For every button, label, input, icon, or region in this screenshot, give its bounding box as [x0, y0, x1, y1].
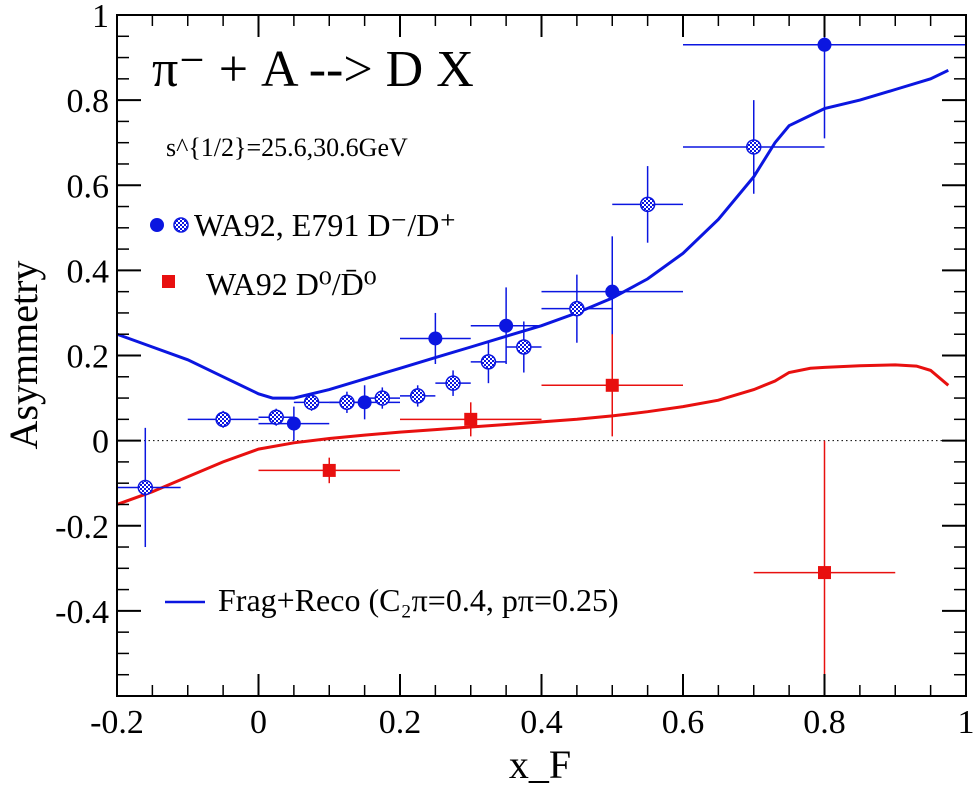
data-point-e791-dplus	[409, 388, 426, 404]
legend-marker-wa92-dplus	[150, 218, 164, 232]
y-tick-label: 0.8	[67, 83, 110, 120]
data-point-e791-dplus	[639, 196, 656, 213]
data-point-e791-dplus	[303, 394, 320, 411]
data-point-e791-dplus	[374, 390, 391, 406]
x-tick-label: 0	[250, 704, 267, 741]
x-tick-label: 0.6	[662, 704, 705, 741]
x-tick-label: 0.8	[803, 704, 846, 741]
legend-marker-e791-dplus	[173, 217, 189, 233]
data-point-e791-dplus	[746, 139, 762, 155]
y-axis-title: Asymmetry	[1, 261, 46, 450]
legend: WA92, E791 D⁻/D⁺ WA92 D⁰/D̄⁰ Frag+Reco (…	[150, 207, 619, 618]
x-tick-label: 0.2	[379, 704, 422, 741]
y-tick-label: 0	[92, 424, 109, 461]
data-point-e791-dplus	[445, 375, 461, 391]
y-tick-label: 1	[92, 0, 109, 35]
data-point-wa92-d0	[818, 566, 831, 580]
data-point-wa92-d0	[322, 463, 336, 477]
data-point-wa92-d0	[605, 378, 619, 392]
y-tick-label: -0.4	[55, 594, 109, 631]
data-point-wa92-d0	[464, 412, 478, 426]
data-point-e791-dplus	[569, 300, 585, 317]
data-point-e791-dplus	[480, 354, 497, 370]
data-point-wa92-dplus	[428, 331, 443, 346]
data-point-e791-dplus	[268, 409, 284, 425]
data-point-e791-dplus	[516, 339, 532, 355]
data-point-wa92-dplus	[499, 318, 514, 333]
y-tick-label: 0.2	[67, 339, 110, 376]
model-curve-1	[117, 363, 950, 506]
data-point-wa92-dplus	[817, 37, 832, 52]
data-point-wa92-dplus	[605, 284, 620, 299]
legend-marker-wa92-d0	[162, 275, 175, 288]
data-point-wa92-dplus	[286, 416, 301, 431]
x-tick-label: 0.4	[520, 704, 563, 741]
data-point-e791-dplus	[215, 411, 231, 428]
data-point-e791-dplus	[137, 479, 154, 496]
x-axis-title: x_F	[509, 742, 571, 787]
data-point-e791-dplus	[339, 394, 355, 411]
legend-label-wa92-d0: WA92 D⁰/D̄⁰	[206, 266, 377, 302]
y-tick-label: 0.4	[67, 253, 110, 290]
y-tick-label: -0.2	[55, 509, 109, 546]
chart-title: π⁻ + A --> D X	[152, 41, 474, 98]
x-tick-label: 1	[958, 704, 975, 741]
chart-subtitle: s^{1/2}=25.6,30.6GeV	[166, 133, 408, 162]
x-tick-label: -0.2	[90, 704, 144, 741]
y-tick-label: 0.6	[67, 168, 110, 205]
legend-label-model: Frag+Reco (C₂π=0.4, pπ=0.25)	[218, 582, 619, 618]
legend-label-wa92-e791: WA92, E791 D⁻/D⁺	[194, 207, 456, 243]
